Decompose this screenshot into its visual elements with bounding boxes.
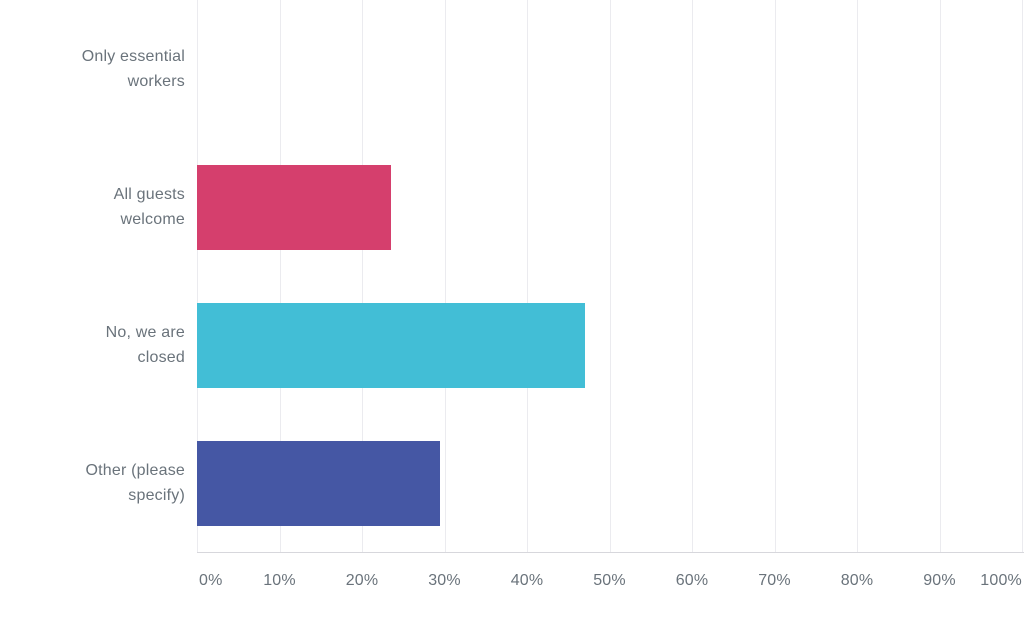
vertical-gridline-0% — [197, 0, 198, 552]
x-tick-label-30%: 30% — [428, 572, 461, 589]
x-tick-label-70%: 70% — [758, 572, 791, 589]
x-tick-label-100%: 100% — [980, 572, 1022, 589]
vertical-gridline-70% — [774, 0, 776, 552]
category-label-other-please-specify: Other (please specify) — [85, 462, 185, 504]
x-tick-label-0%: 0% — [199, 572, 223, 589]
x-tick-label-20%: 20% — [345, 572, 379, 589]
x-tick-label-50%: 50% — [593, 572, 626, 589]
x-tick-label-40%: 40% — [510, 572, 544, 589]
vertical-gridline-20% — [362, 0, 363, 552]
x-tick-label-80%: 80% — [840, 572, 874, 589]
vertical-gridline-100% — [1022, 0, 1023, 552]
vertical-gridline-30% — [444, 0, 446, 552]
x-tick-label-10%: 10% — [263, 572, 296, 589]
x-tick-label-60%: 60% — [675, 572, 709, 589]
category-label-all-guests-welcome: All guests welcome — [113, 186, 185, 228]
category-label-no-we-are-closed: No, we are closed — [105, 324, 185, 366]
bar-all-guests-welcome — [197, 164, 392, 250]
x-axis-line — [197, 552, 1024, 553]
vertical-gridline-90% — [939, 0, 941, 552]
x-tick-label-90%: 90% — [923, 572, 956, 589]
vertical-gridline-40% — [527, 0, 528, 552]
vertical-gridline-80% — [857, 0, 858, 552]
category-label-only-essential-workers: Only essential workers — [81, 48, 185, 90]
bar-no-we-are-closed — [197, 302, 586, 388]
vertical-gridline-50% — [609, 0, 611, 552]
bar-other-please-specify — [197, 440, 440, 526]
vertical-gridline-60% — [692, 0, 693, 552]
vertical-gridline-10% — [279, 0, 281, 552]
